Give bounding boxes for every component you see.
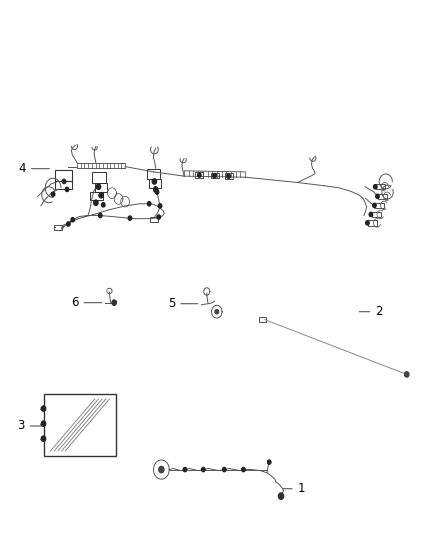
Circle shape (96, 184, 101, 189)
Circle shape (215, 310, 219, 314)
Circle shape (373, 203, 376, 207)
Circle shape (405, 372, 409, 377)
Circle shape (369, 212, 373, 216)
Circle shape (366, 221, 369, 225)
Circle shape (279, 493, 284, 499)
Circle shape (148, 201, 151, 206)
Text: 6: 6 (71, 296, 102, 309)
Circle shape (41, 436, 46, 441)
Text: 5: 5 (168, 297, 198, 310)
Bar (54, 224, 62, 230)
Bar (149, 179, 161, 188)
Bar (90, 191, 103, 200)
Circle shape (128, 216, 132, 220)
Circle shape (158, 204, 162, 208)
Circle shape (223, 467, 226, 472)
Circle shape (152, 179, 156, 184)
Circle shape (183, 467, 187, 472)
Bar (225, 173, 233, 179)
Bar (55, 181, 72, 189)
Text: 3: 3 (18, 419, 42, 432)
Bar (150, 217, 158, 222)
Bar (211, 173, 219, 178)
Text: 1: 1 (283, 482, 305, 495)
Circle shape (201, 467, 205, 472)
Circle shape (99, 213, 102, 217)
Circle shape (71, 217, 74, 222)
Circle shape (155, 190, 159, 194)
Circle shape (153, 187, 158, 192)
Circle shape (102, 203, 105, 207)
Circle shape (227, 174, 230, 178)
Circle shape (99, 192, 103, 198)
Circle shape (112, 300, 117, 305)
Circle shape (65, 187, 69, 191)
Bar (95, 182, 107, 192)
Bar (368, 220, 377, 225)
Text: 4: 4 (18, 162, 49, 175)
Circle shape (94, 200, 98, 205)
Circle shape (159, 466, 164, 473)
Circle shape (41, 406, 46, 411)
Circle shape (157, 215, 160, 219)
Bar (147, 169, 160, 179)
Circle shape (198, 173, 201, 177)
Bar (259, 317, 266, 322)
Bar (372, 212, 381, 217)
Circle shape (67, 222, 70, 226)
Circle shape (51, 192, 55, 196)
Circle shape (268, 460, 271, 464)
Bar (92, 172, 106, 182)
Bar (375, 203, 384, 208)
Circle shape (213, 173, 216, 177)
Bar (378, 193, 387, 199)
Bar (195, 172, 203, 177)
Bar (376, 184, 385, 189)
Circle shape (374, 184, 377, 189)
Circle shape (376, 194, 379, 198)
Circle shape (62, 179, 66, 183)
Bar (44, 393, 117, 456)
Bar (55, 169, 72, 181)
Circle shape (41, 421, 46, 426)
Text: 2: 2 (359, 305, 383, 318)
Circle shape (242, 467, 245, 472)
